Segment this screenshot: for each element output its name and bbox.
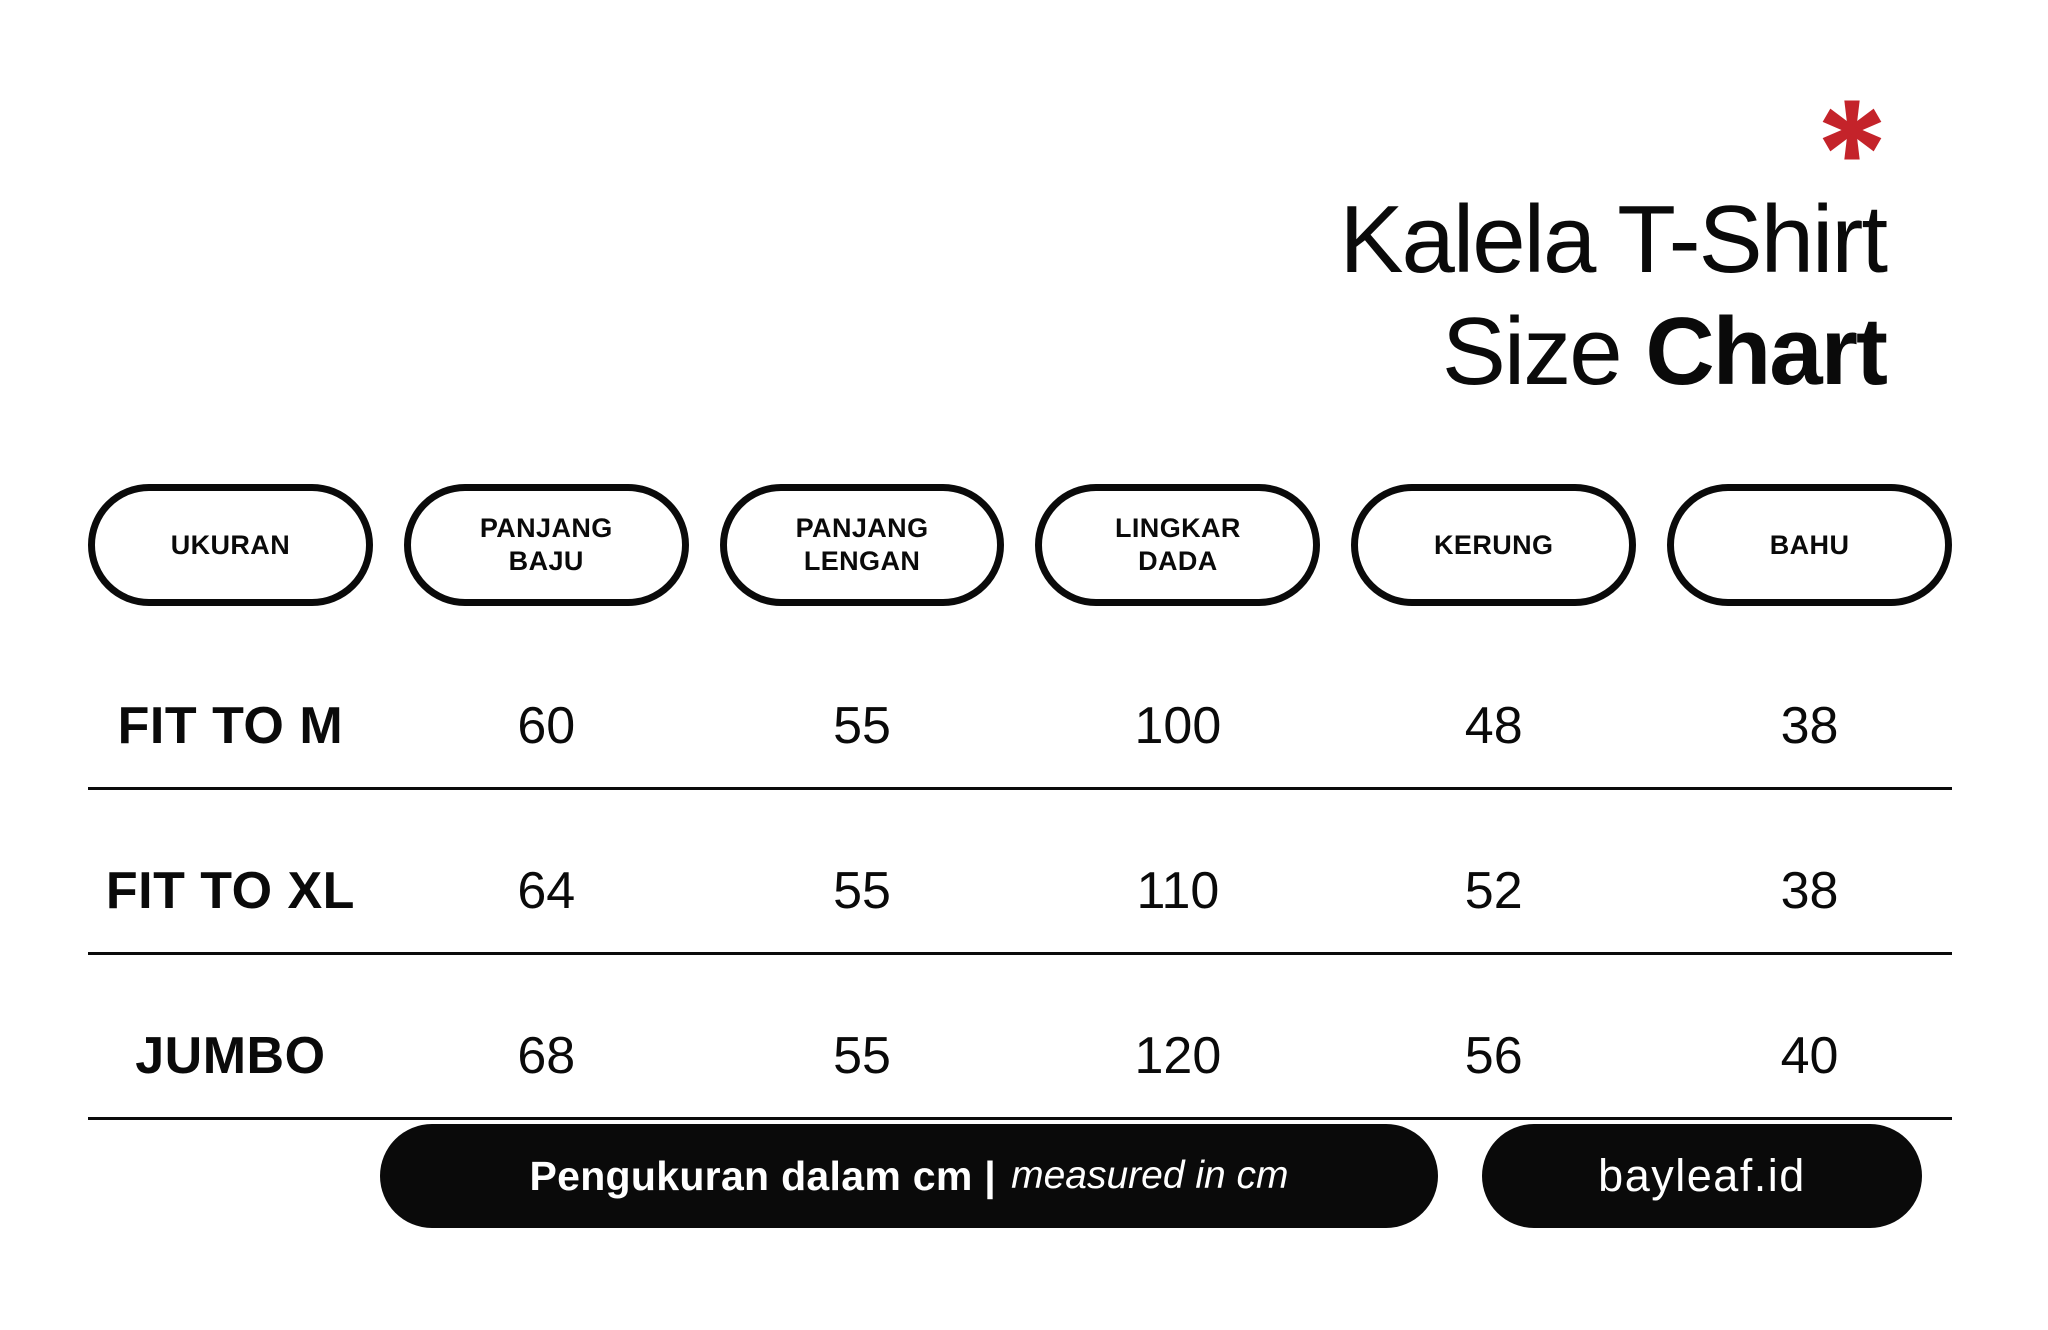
page-title: Kalela T-Shirt Size Chart	[1339, 184, 1888, 409]
cell-panjang-lengan: 55	[833, 697, 891, 755]
column-header-pill-panjang-lengan: PANJANG LENGAN	[719, 484, 1005, 606]
size-table: FIT TO M 60 55 100 48 38 FIT TO XL 64 55…	[88, 625, 1952, 1120]
column-header-pill-panjang-baju: PANJANG BAJU	[403, 484, 689, 606]
cell-lingkar-dada: 110	[1136, 862, 1220, 920]
table-header-row: UKURAN PANJANG BAJU PANJANG LENGAN LINGK…	[88, 484, 1952, 606]
cell-lingkar-dada: 100	[1134, 697, 1222, 755]
cell-bahu: 40	[1780, 1027, 1839, 1085]
cell-lingkar-dada: 120	[1134, 1027, 1222, 1085]
title-line-size-chart: Size Chart	[1340, 296, 1888, 408]
brand-name: bayleaf.id	[1598, 1150, 1806, 1201]
table-row-fit-to-m: FIT TO M 60 55 100 48 38	[88, 625, 1952, 790]
cell-bahu: 38	[1780, 697, 1839, 755]
row-label: FIT TO XL	[105, 862, 355, 920]
cell-panjang-baju: 68	[517, 1027, 576, 1085]
cell-panjang-lengan: 55	[833, 862, 891, 920]
cell-panjang-baju: 64	[517, 862, 576, 920]
title-line-product: Kalela T-Shirt	[1339, 186, 1888, 293]
column-header-pill-kerung: KERUNG	[1351, 484, 1637, 606]
column-header-label: UKURAN	[170, 529, 291, 560]
table-row-jumbo: JUMBO 68 55 120 56 40	[88, 955, 1952, 1120]
table-row-fit-to-xl: FIT TO XL 64 55 110 52 38	[88, 790, 1952, 955]
cell-kerung: 48	[1464, 697, 1523, 755]
column-header-label: PANJANG LENGAN	[795, 513, 929, 576]
asterisk-icon	[1822, 100, 1882, 160]
row-label: FIT TO M	[117, 697, 344, 755]
column-header-label: LINGKAR DADA	[1115, 513, 1241, 576]
measurement-note-en: measured in cm	[1011, 1154, 1289, 1197]
column-header-label: BAHU	[1769, 529, 1850, 560]
cell-bahu: 38	[1780, 862, 1839, 920]
measurement-note-id: Pengukuran dalam cm |	[529, 1152, 997, 1199]
cell-kerung: 56	[1464, 1027, 1523, 1085]
title-chart-text: Chart	[1645, 298, 1888, 406]
column-header-pill-ukuran: UKURAN	[88, 484, 373, 606]
column-header-pill-bahu: BAHU	[1667, 484, 1952, 606]
cell-kerung: 52	[1464, 862, 1523, 920]
column-header-label: PANJANG BAJU	[479, 513, 613, 576]
column-header-pill-lingkar-dada: LINGKAR DADA	[1035, 484, 1321, 606]
measurement-note-pill: Pengukuran dalam cm | measured in cm	[380, 1124, 1438, 1228]
row-label: JUMBO	[135, 1027, 326, 1085]
title-size-text: Size	[1441, 298, 1646, 406]
cell-panjang-baju: 60	[517, 697, 576, 755]
cell-panjang-lengan: 55	[833, 1027, 891, 1085]
column-header-label: KERUNG	[1434, 529, 1554, 560]
brand-pill: bayleaf.id	[1482, 1124, 1922, 1228]
